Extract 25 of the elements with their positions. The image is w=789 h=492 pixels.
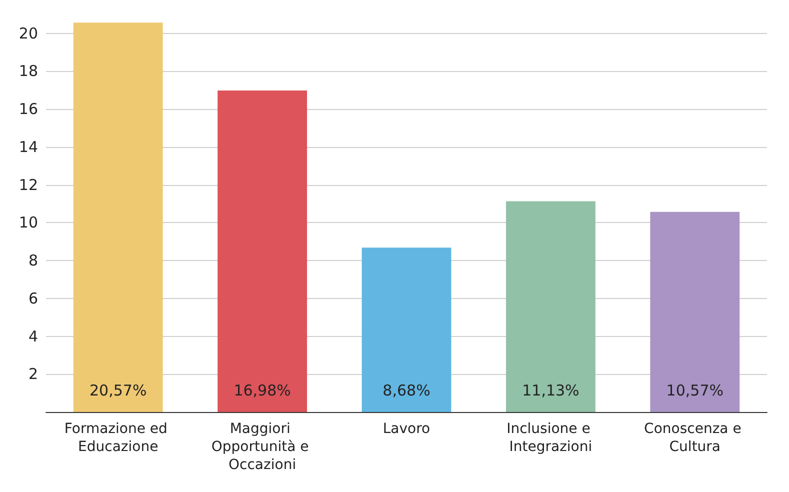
y-tick-label: 4 — [28, 327, 38, 346]
y-tick-label: 16 — [18, 100, 38, 118]
x-tick-label: Conoscenza e Cultura — [644, 421, 746, 455]
y-tick-label: 10 — [18, 214, 38, 232]
bar — [73, 22, 163, 412]
data-label: 11,13% — [522, 382, 580, 400]
y-tick-label: 8 — [28, 252, 38, 270]
x-tick-label: Lavoro — [382, 421, 430, 437]
bar — [218, 90, 307, 412]
x-tick-label: Maggiori Opportunità e Occazioni — [211, 421, 314, 473]
data-label: 16,98% — [234, 382, 291, 400]
bar — [506, 201, 596, 412]
y-tick-label: 18 — [18, 62, 38, 80]
bar — [362, 248, 452, 412]
bar — [650, 212, 740, 412]
data-label: 10,57% — [666, 382, 724, 400]
x-tick-label: Formazione ed Educazione — [64, 421, 172, 455]
data-label: 20,57% — [90, 382, 147, 400]
y-tick-label: 20 — [18, 24, 38, 42]
y-tick-label: 14 — [18, 138, 38, 156]
data-label: 8,68% — [382, 382, 430, 400]
y-tick-label: 6 — [28, 289, 38, 308]
y-tick-label: 12 — [18, 176, 38, 194]
y-tick-label: 2 — [28, 365, 38, 384]
x-tick-label: Inclusione e Integrazioni — [506, 421, 595, 455]
